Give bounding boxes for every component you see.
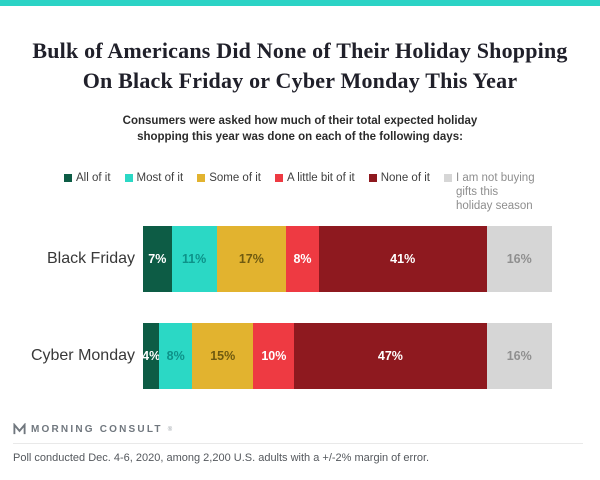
- chart-title-line1: Bulk of Americans Did None of Their Holi…: [32, 38, 568, 63]
- legend-item-all-of-it: All of it: [64, 171, 111, 185]
- footer-divider: [13, 443, 583, 444]
- chart-subtitle-line2: shopping this year was done on each of t…: [137, 131, 463, 143]
- legend-swatch-i-am-not-buying-gifts-this-holiday-season: [443, 174, 452, 182]
- chart-subtitle: Consumers were asked how much of their t…: [0, 113, 600, 145]
- legend-label: All of it: [76, 172, 111, 184]
- bar-segment-black-friday-none-of-it: 41%: [318, 226, 487, 292]
- morning-consult-logo-text: MORNING CONSULT: [31, 424, 163, 435]
- stacked-bar-cyber-monday: 4% 8% 15% 10% 47% 16%: [142, 323, 552, 389]
- chart-title: Bulk of Americans Did None of Their Holi…: [0, 36, 600, 96]
- legend-item-some-of-it: Some of it: [197, 171, 261, 185]
- legend-label: I am not buying gifts this holiday seaso…: [455, 172, 535, 212]
- bar-segment-black-friday-most-of-it: 11%: [171, 226, 217, 292]
- logo-trademark: ®: [167, 426, 173, 433]
- legend-swatch-all-of-it: [64, 174, 73, 182]
- chart-row-cyber-monday: Cyber Monday 4% 8% 15% 10% 47% 16%: [0, 323, 552, 389]
- legend-swatch-none-of-it: [368, 174, 377, 182]
- footer: MORNING CONSULT ® Poll conducted Dec. 4-6…: [0, 423, 600, 464]
- legend-label: None of it: [380, 172, 430, 184]
- chart-row-black-friday: Black Friday 7% 11% 17% 8% 41% 16%: [0, 226, 552, 292]
- legend-item-a-little-bit-of-it: A little bit of it: [274, 171, 355, 185]
- bar-segment-cyber-monday-a-little-bit-of-it: 10%: [253, 323, 295, 389]
- category-label-black-friday: Black Friday: [46, 250, 135, 267]
- top-accent-bar: [0, 0, 600, 6]
- stacked-bar-black-friday: 7% 11% 17% 8% 41% 16%: [143, 226, 552, 292]
- bar-segment-cyber-monday-most-of-it: 8%: [159, 323, 193, 389]
- legend-swatch-some-of-it: [197, 174, 206, 182]
- morning-consult-logo-icon: [13, 423, 26, 435]
- bar-segment-cyber-monday-all-of-it: 4%: [142, 323, 160, 389]
- legend-label: Most of it: [136, 172, 184, 184]
- chart-title-line2: On Black Friday or Cyber Monday This Yea…: [82, 68, 518, 93]
- chart-subtitle-line1: Consumers were asked how much of their t…: [122, 115, 478, 127]
- bar-segment-cyber-monday-i-am-not-buying-gifts-this-holiday-season: 16%: [486, 323, 552, 389]
- legend-swatch-a-little-bit-of-it: [274, 174, 283, 182]
- bar-segment-cyber-monday-none-of-it: 47%: [294, 323, 487, 389]
- bar-segment-black-friday-all-of-it: 7%: [143, 226, 172, 292]
- morning-consult-logo: MORNING CONSULT ®: [13, 423, 600, 436]
- category-label-cyber-monday: Cyber Monday: [30, 347, 135, 364]
- bar-segment-cyber-monday-some-of-it: 15%: [192, 323, 254, 389]
- legend-item-most-of-it: Most of it: [124, 171, 184, 185]
- chart: Black Friday 7% 11% 17% 8% 41% 16% Cyber Monday…: [0, 226, 600, 389]
- legend-label: A little bit of it: [286, 172, 355, 184]
- bar-segment-black-friday-a-little-bit-of-it: 8%: [286, 226, 319, 292]
- bar-segment-black-friday-i-am-not-buying-gifts-this-holiday-season: 16%: [486, 226, 552, 292]
- legend: All of it Most of it Some of it A little bi…: [0, 171, 600, 213]
- bar-segment-black-friday-some-of-it: 17%: [216, 226, 287, 292]
- legend-swatch-most-of-it: [124, 174, 133, 182]
- legend-item-i-am-not-buying-gifts-this-holiday-season: I am not buying gifts this holiday seaso…: [443, 171, 536, 213]
- methodology-note: Poll conducted Dec. 4-6, 2020, among 2,2…: [13, 452, 430, 464]
- legend-item-none-of-it: None of it: [368, 171, 430, 185]
- legend-label: Some of it: [209, 172, 261, 184]
